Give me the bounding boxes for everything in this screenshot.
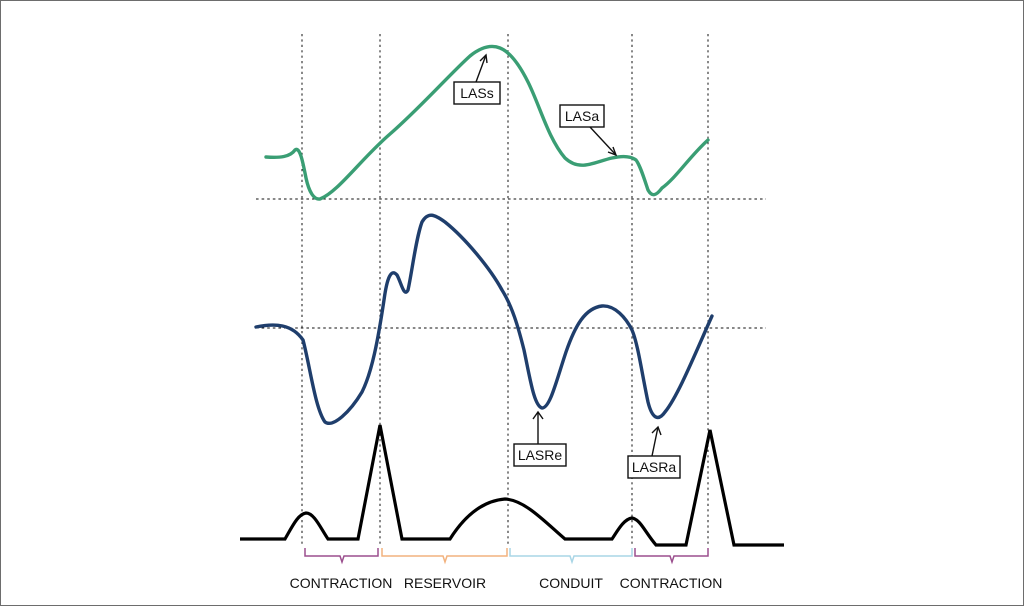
contraction-bracket-2 — [634, 548, 709, 565]
strain-rate-curve — [254, 213, 714, 425]
las-s-callout: LASs — [453, 53, 501, 105]
lasr-e-box — [513, 443, 567, 467]
phase-label-conduit: CONDUIT — [539, 575, 603, 591]
las-a-box — [559, 104, 605, 128]
lasr-a-arrowhead — [651, 425, 662, 436]
strain-curve — [264, 44, 710, 201]
phase-label-contraction-2: CONTRACTION — [620, 575, 723, 591]
las-a-label: LASa — [565, 108, 599, 124]
lasr-e-arrowhead — [532, 410, 544, 420]
phase-label-reservoir: RESERVOIR — [404, 575, 486, 591]
las-s-arrow — [475, 54, 487, 83]
lasr-e-label: LASRe — [518, 447, 563, 463]
las-a-arrow — [589, 126, 617, 156]
lasr-e-callout: LASRe — [513, 410, 567, 467]
ecg-curve — [240, 424, 784, 547]
phase-label-contraction: CONTRACTION — [290, 575, 393, 591]
lasr-a-label: LASRa — [632, 459, 677, 475]
reservoir-bracket — [381, 548, 508, 565]
lasr-a-callout: LASRa — [627, 425, 681, 479]
las-a-arrowhead — [607, 146, 618, 157]
las-s-arrowhead — [479, 53, 488, 64]
lasr-a-box — [627, 455, 681, 479]
contraction-bracket — [304, 548, 379, 565]
las-s-box — [453, 81, 501, 105]
conduit-bracket — [509, 548, 633, 565]
las-a-callout: LASa — [559, 104, 618, 157]
las-s-label: LASs — [460, 85, 493, 101]
lasr-a-arrow — [651, 426, 659, 457]
timing-lines — [301, 34, 709, 545]
